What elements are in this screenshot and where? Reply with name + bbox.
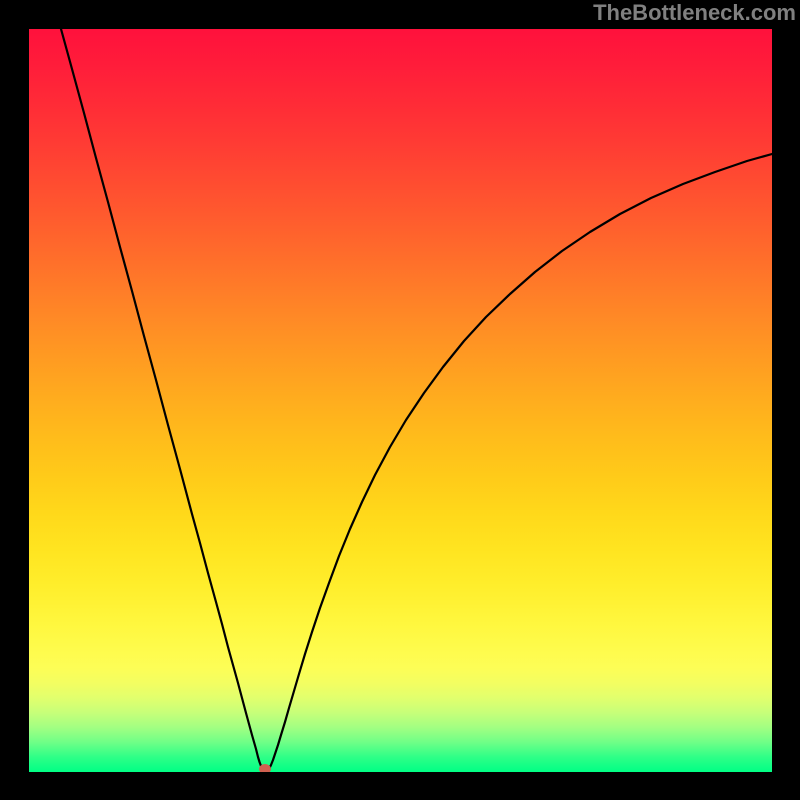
plot-area	[29, 29, 772, 772]
plot-svg	[29, 29, 772, 772]
gradient-background	[29, 29, 772, 772]
watermark-text: TheBottleneck.com	[593, 0, 796, 26]
figure-container: TheBottleneck.com	[0, 0, 800, 800]
